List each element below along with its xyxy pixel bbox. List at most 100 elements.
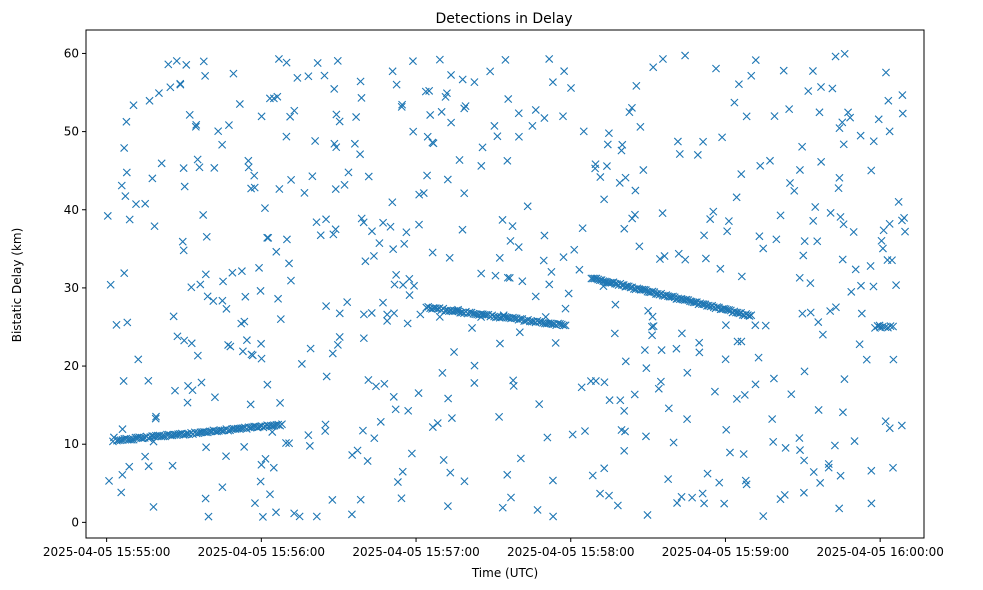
clutter-point — [282, 235, 291, 244]
clutter-point — [192, 120, 201, 129]
clutter-point — [836, 212, 845, 221]
clutter-point — [329, 230, 338, 239]
clutter-point — [308, 172, 317, 181]
track-point — [431, 304, 440, 313]
clutter-point — [117, 181, 126, 190]
track-point — [599, 277, 608, 286]
clutter-point — [428, 248, 437, 257]
clutter-point — [125, 462, 134, 471]
clutter-point — [715, 478, 724, 487]
clutter-point — [166, 83, 175, 92]
clutter-point — [144, 462, 153, 471]
clutter-point — [642, 364, 651, 373]
clutter-point — [884, 96, 893, 105]
clutter-point — [183, 398, 192, 407]
clutter-point — [798, 309, 807, 318]
clutter-point — [600, 195, 609, 204]
clutter-point — [286, 112, 295, 121]
clutter-point — [695, 338, 704, 347]
clutter-point — [328, 495, 337, 504]
clutter-point — [540, 114, 549, 123]
clutter-point — [361, 257, 370, 266]
clutter-point — [786, 179, 794, 187]
clutter-point — [737, 272, 746, 281]
clutter-point — [643, 510, 652, 519]
clutter-point — [605, 491, 614, 500]
clutter-point — [755, 232, 764, 241]
clutter-point — [857, 309, 866, 318]
clutter-point — [862, 355, 871, 364]
clutter-point — [150, 222, 159, 231]
clutter-point — [330, 139, 339, 148]
clutter-point — [703, 469, 712, 478]
clutter-point — [437, 107, 446, 116]
clutter-point — [712, 64, 721, 73]
clutter-point — [881, 68, 890, 77]
clutter-point — [300, 188, 309, 197]
clutter-point — [444, 394, 453, 403]
y-tick-label: 10 — [64, 437, 79, 451]
clutter-point — [846, 113, 855, 122]
clutter-point — [730, 98, 739, 107]
clutter-point — [470, 78, 479, 87]
clutter-point — [248, 351, 257, 360]
clutter-point — [304, 431, 313, 440]
clutter-point — [169, 312, 178, 321]
track-point — [559, 321, 568, 330]
clutter-point — [806, 279, 815, 288]
clutter-point — [403, 319, 412, 328]
clutter-point — [796, 446, 805, 455]
clutter-point — [180, 336, 189, 345]
clutter-point — [766, 156, 774, 165]
clutter-point — [514, 109, 523, 118]
clutter-point — [688, 493, 697, 502]
clutter-point — [647, 322, 656, 331]
clutter-point — [751, 321, 760, 330]
clutter-point — [187, 339, 196, 348]
clutter-point — [800, 237, 809, 246]
clutter-point — [379, 218, 388, 227]
clutter-point — [779, 66, 788, 75]
clutter-point — [272, 508, 280, 517]
clutter-point — [335, 332, 344, 341]
clutter-point — [224, 121, 233, 130]
clutter-point — [180, 182, 189, 191]
clutter-point — [847, 287, 856, 296]
clutter-point — [439, 456, 448, 464]
clutter-point — [246, 400, 255, 409]
clutter-point — [210, 163, 219, 172]
clutter-point — [740, 390, 749, 399]
clutter-point — [831, 52, 840, 61]
clutter-point — [359, 218, 368, 227]
clutter-point — [785, 105, 794, 114]
clutter-point — [531, 105, 540, 114]
clutter-point — [390, 309, 399, 318]
clutter-point — [247, 184, 256, 193]
clutter-point — [799, 488, 808, 497]
x-axis: 2025-04-05 15:55:00 2025-04-05 15:56:00 20… — [43, 538, 944, 559]
clutter-point — [202, 232, 211, 241]
clutter-point — [229, 69, 238, 78]
clutter-point — [683, 415, 692, 424]
clutter-point — [470, 378, 479, 387]
x-tick-label: 2025-04-05 15:57:00 — [352, 545, 479, 559]
clutter-point — [179, 164, 188, 173]
clutter-point — [620, 224, 629, 233]
clutter-point — [804, 87, 813, 96]
y-tick-label: 0 — [71, 515, 79, 529]
clutter-point — [495, 412, 504, 421]
clutter-point — [533, 505, 542, 514]
clutter-point — [894, 197, 903, 206]
clutter-point — [269, 94, 278, 103]
clutter-point — [879, 226, 888, 235]
clutter-point — [815, 108, 824, 117]
track-point — [480, 310, 489, 319]
clutter-point — [564, 289, 573, 298]
clutter-point — [445, 253, 454, 262]
clutter-point — [330, 84, 339, 93]
clutter-point — [372, 382, 381, 391]
clutter-point — [531, 292, 540, 301]
clutter-point — [370, 434, 379, 443]
clutter-point — [149, 502, 158, 511]
track-point — [886, 322, 895, 331]
